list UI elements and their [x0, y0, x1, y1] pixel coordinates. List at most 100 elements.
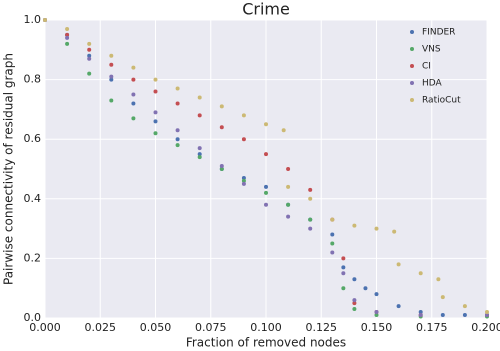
- legend-marker: [410, 47, 414, 51]
- legend-label: VNS: [422, 45, 441, 55]
- point: [241, 113, 246, 118]
- point: [264, 152, 268, 157]
- point: [109, 74, 114, 79]
- point: [87, 53, 92, 58]
- point: [308, 187, 313, 192]
- point: [175, 128, 180, 133]
- y-axis-label: Pairwise connectivity of residual graph: [2, 53, 16, 285]
- x-tick-label: 0.000: [29, 321, 61, 334]
- point: [65, 41, 70, 46]
- legend-marker: [410, 98, 414, 102]
- point: [153, 131, 158, 136]
- point: [264, 184, 268, 189]
- legend-label: RatioCut: [422, 96, 461, 106]
- x-tick-label: 0.175: [416, 321, 448, 334]
- x-tick-label: 0.150: [361, 321, 393, 334]
- x-axis-label: Fraction of removed nodes: [186, 336, 346, 350]
- point: [374, 310, 379, 315]
- point: [341, 286, 346, 291]
- point: [197, 155, 202, 160]
- point: [363, 286, 368, 291]
- point: [43, 18, 47, 22]
- point: [352, 301, 357, 306]
- point: [87, 41, 92, 46]
- point: [286, 184, 291, 189]
- point: [241, 175, 246, 180]
- point: [352, 277, 357, 282]
- legend-label: HDA: [422, 79, 443, 89]
- point: [131, 92, 136, 97]
- point: [175, 137, 180, 142]
- point: [197, 113, 202, 118]
- point: [241, 178, 246, 183]
- point: [440, 295, 445, 300]
- point: [264, 202, 268, 207]
- point: [219, 125, 224, 130]
- point: [330, 217, 335, 222]
- point: [330, 232, 335, 237]
- point: [418, 313, 423, 318]
- point: [485, 313, 489, 318]
- point: [264, 190, 268, 195]
- point: [341, 256, 346, 261]
- x-tick-label: 0.075: [195, 321, 227, 334]
- legend-marker: [410, 30, 414, 34]
- point: [462, 313, 467, 318]
- x-tick-label: 0.200: [471, 321, 500, 334]
- point: [197, 152, 202, 157]
- point: [374, 292, 379, 297]
- point: [197, 146, 202, 151]
- point: [219, 104, 224, 109]
- point: [330, 241, 335, 246]
- point: [352, 307, 357, 312]
- legend-label: FINDER: [422, 28, 455, 38]
- y-tick-label: 1.0: [24, 13, 42, 26]
- point: [440, 313, 445, 318]
- point: [286, 202, 291, 207]
- point: [392, 229, 397, 234]
- point: [175, 101, 180, 106]
- point: [175, 86, 180, 91]
- point: [341, 271, 346, 276]
- point: [65, 26, 70, 31]
- point: [286, 214, 291, 219]
- y-tick-label: 0.0: [24, 311, 42, 324]
- y-tick-label: 0.2: [24, 251, 42, 264]
- legend-marker: [410, 81, 414, 85]
- point: [109, 98, 114, 103]
- point: [341, 265, 346, 270]
- chart-title: Crime: [242, 0, 290, 19]
- point: [131, 101, 136, 106]
- point: [374, 226, 379, 231]
- point: [241, 181, 246, 186]
- point: [153, 89, 158, 94]
- y-tick-label: 0.8: [24, 73, 42, 86]
- point: [396, 262, 401, 267]
- point: [308, 196, 313, 201]
- legend-label: CI: [422, 62, 431, 72]
- legend-marker: [410, 64, 414, 68]
- point: [352, 223, 357, 228]
- point: [65, 35, 70, 40]
- point: [153, 110, 158, 115]
- point: [308, 217, 313, 222]
- point: [109, 53, 114, 58]
- point: [131, 116, 136, 121]
- point: [418, 271, 423, 276]
- point: [396, 304, 401, 309]
- point: [219, 167, 224, 171]
- x-tick-label: 0.025: [85, 321, 117, 334]
- point: [87, 56, 92, 61]
- x-tick-label: 0.050: [140, 321, 172, 334]
- point: [87, 47, 92, 52]
- point: [241, 137, 246, 142]
- x-tick-label: 0.100: [250, 321, 282, 334]
- point: [153, 77, 158, 82]
- point: [109, 62, 114, 67]
- point: [87, 71, 92, 76]
- point: [197, 95, 202, 100]
- point: [219, 164, 224, 169]
- point: [175, 143, 180, 148]
- point: [352, 298, 357, 303]
